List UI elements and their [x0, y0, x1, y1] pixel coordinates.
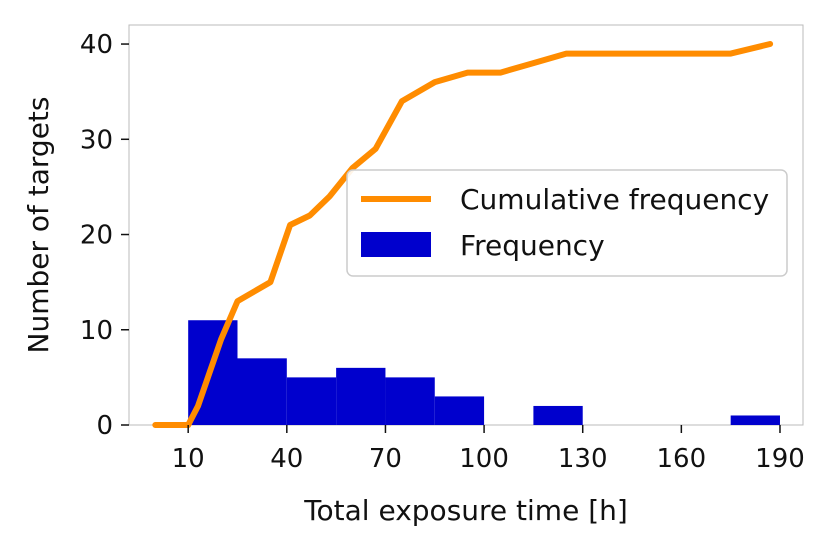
- x-axis-ticks: 10 40 70 100 130 160 190: [172, 425, 805, 474]
- x-axis-label: Total exposure time [h]: [303, 494, 628, 527]
- cumulative-frequency-line: [152, 41, 774, 428]
- histogram-bar: [286, 377, 337, 425]
- x-tick-label: 130: [558, 444, 608, 474]
- legend-label-frequency: Frequency: [460, 229, 605, 262]
- histogram-bar: [434, 396, 485, 425]
- cumulative-line-layer: [152, 41, 774, 428]
- histogram-bar: [237, 358, 287, 425]
- x-tick-label: 100: [459, 444, 509, 474]
- histogram-bar: [533, 405, 583, 425]
- y-axis-ticks: 0 10 20 30 40: [80, 30, 129, 441]
- y-tick-label: 40: [80, 30, 113, 60]
- x-tick-label: 160: [657, 444, 707, 474]
- legend-label-cumulative: Cumulative frequency: [460, 183, 769, 216]
- legend-box: [346, 169, 788, 277]
- y-tick-label: 20: [80, 221, 113, 251]
- histogram-bar: [385, 377, 435, 425]
- histogram-bar: [336, 367, 386, 425]
- histogram-bar: [730, 415, 780, 425]
- y-axis-label: Number of targets: [22, 97, 55, 354]
- legend-swatch-frequency: [361, 232, 431, 257]
- y-tick-label: 10: [80, 316, 113, 346]
- y-tick-label: 30: [80, 125, 113, 155]
- y-tick-label: 0: [96, 411, 113, 441]
- legend: Cumulative frequency Frequency: [346, 169, 788, 277]
- x-tick-label: 190: [755, 444, 805, 474]
- x-tick-label: 10: [172, 444, 205, 474]
- x-tick-label: 70: [369, 444, 402, 474]
- x-tick-label: 40: [270, 444, 303, 474]
